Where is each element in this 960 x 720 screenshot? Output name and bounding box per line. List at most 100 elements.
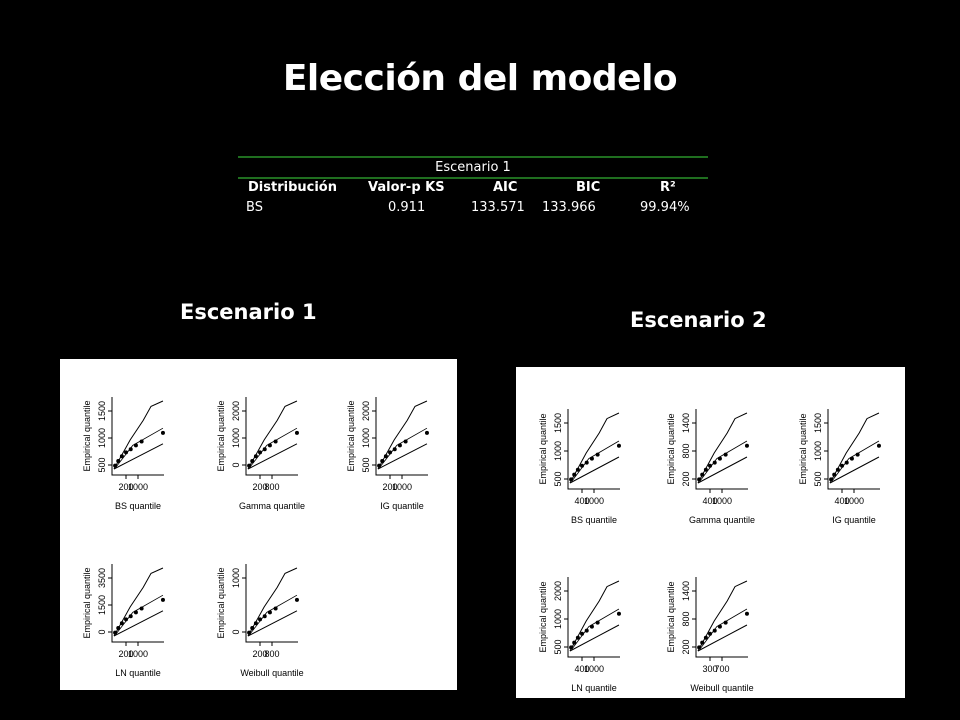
scenario1-qq-point-2-6 [403, 439, 408, 444]
scenario1-ytick-label-3-2: 3500 [97, 568, 107, 588]
scenario2-upper-band-0 [569, 412, 620, 484]
scenario1-qq-point-0-2 [119, 454, 124, 459]
scenario2-lower-band-1 [697, 456, 748, 484]
scenario1-xtick-label-3-1: 1000 [128, 649, 148, 659]
scenario2-lower-band-2 [829, 456, 880, 484]
scenario2-qq-point-1-5 [717, 456, 722, 461]
scenario1-qq-point-0-6 [139, 439, 144, 444]
scenario1-qq-point-1-7 [294, 430, 299, 435]
scenario2-qq-point-4-4 [712, 628, 717, 633]
scenario2-ytick-label-3-0: 500 [553, 639, 563, 654]
scenario2-xlabel-1: Gamma quantile [689, 515, 755, 525]
scenario1-upper-band-1 [247, 400, 298, 470]
scenario2-xlabel-0: BS quantile [571, 515, 617, 525]
scenario1-qq-point-4-3 [258, 617, 263, 622]
scenario2-plot-axes-2 [827, 409, 880, 490]
scenario1-qq-point-4-1 [250, 625, 255, 630]
scenario2-ylabel-1: Empirical quantile [666, 413, 676, 484]
scenario1-qq-point-0-3 [124, 450, 129, 455]
scenario2-qq-point-2-6 [855, 452, 860, 457]
scenario1-upper-band-3 [113, 567, 164, 637]
scenario1-xtick-label-4-1: 800 [264, 649, 279, 659]
scenario2-qq-point-1-1 [700, 472, 705, 477]
scenario2-qq-point-0-5 [589, 456, 594, 461]
scenario1-ylabel-1: Empirical quantile [216, 400, 226, 471]
scenario2-qq-point-1-7 [744, 443, 749, 448]
scenario2-qq-point-3-2 [575, 635, 580, 640]
scenario1-qq-point-4-6 [273, 606, 278, 611]
scenario1-xtick-label-4-0: 200 [252, 649, 267, 659]
scenario1-qq-point-3-0 [113, 630, 118, 635]
scenario1-qq-point-0-1 [116, 458, 121, 463]
scenario1-mid-line-4 [249, 594, 298, 635]
scenario1-ytick-label-0-0: 500 [97, 457, 107, 472]
scenario2-qq-point-4-3 [708, 631, 713, 636]
scenario1-qq-point-4-7 [294, 597, 299, 602]
scenario1-qq-point-4-4 [262, 614, 267, 619]
scenario2-xlabel-2: IG quantile [832, 515, 876, 525]
col-header-pvalue: Valor-p KS [368, 180, 445, 195]
scenario1-qq-point-2-2 [383, 454, 388, 459]
scenario1-ytick-label-2-1: 1000 [361, 428, 371, 448]
col-header-distribution: Distribución [248, 180, 337, 195]
scenario2-qq-point-0-3 [580, 463, 585, 468]
scenario2-xtick-label-0-0: 400 [574, 496, 589, 506]
scenario2-mid-line-4 [699, 608, 748, 650]
scenario1-ytick-label-2-2: 2000 [361, 401, 371, 421]
scenario1-qq-point-0-7 [160, 430, 165, 435]
scenario2-xtick-label-2-0: 400 [834, 496, 849, 506]
scenario2-ytick-label-0-0: 500 [553, 471, 563, 486]
scenario1-ytick-label-0-1: 1000 [97, 428, 107, 448]
scenario1-qq-point-3-7 [160, 597, 165, 602]
scenario1-mid-line-2 [379, 427, 428, 468]
scenario2-label: Escenario 2 [630, 308, 767, 332]
scenario2-ytick-label-4-1: 800 [681, 611, 691, 626]
table-mid-rule [238, 177, 708, 179]
scenario2-qq-point-4-5 [717, 624, 722, 629]
scenario2-lower-band-4 [697, 624, 748, 652]
scenario2-upper-band-2 [829, 412, 880, 484]
scenario1-qq-point-3-6 [139, 606, 144, 611]
scenario1-ylabel-4: Empirical quantile [216, 567, 226, 638]
table-cell-distribution: BS [246, 200, 263, 215]
scenario2-plot-axes-3 [567, 577, 620, 658]
scenario1-qq-point-1-6 [273, 439, 278, 444]
scenario1-xtick-label-1-0: 200 [252, 482, 267, 492]
scenario2-xtick-label-0-1: 1000 [584, 496, 604, 506]
scenario1-xtick-label-0-1: 1000 [128, 482, 148, 492]
scenario2-ylabel-2: Empirical quantile [798, 413, 808, 484]
scenario1-qq-point-1-5 [267, 443, 272, 448]
scenario2-qq-point-2-2 [835, 467, 840, 472]
scenario2-qq-point-1-0 [697, 477, 702, 482]
scenario2-mid-line-1 [699, 440, 748, 482]
scenario2-xtick-label-4-1: 700 [714, 664, 729, 674]
table-cell-aic: 133.571 [471, 200, 525, 215]
table-cell-bic: 133.966 [542, 200, 596, 215]
scenario1-ytick-label-2-0: 500 [361, 457, 371, 472]
scenario1-lower-band-4 [247, 610, 298, 637]
scenario2-mid-line-0 [571, 440, 620, 482]
scenario2-qq-point-1-6 [723, 452, 728, 457]
col-header-aic: AIC [493, 180, 518, 195]
scenario2-qq-point-2-4 [844, 460, 849, 465]
scenario2-qq-point-3-0 [569, 645, 574, 650]
scenario1-xtick-label-2-0: 200 [382, 482, 397, 492]
scenario2-qq-point-0-4 [584, 460, 589, 465]
slide-title: Elección del modelo [282, 58, 678, 99]
scenario1-qq-point-4-0 [247, 630, 252, 635]
scenario1-xtick-label-2-1: 1000 [392, 482, 412, 492]
scenario1-qq-point-0-4 [128, 447, 133, 452]
scenario2-ytick-label-4-0: 200 [681, 639, 691, 654]
scenario2-lower-band-0 [569, 456, 620, 484]
scenario1-qq-point-2-0 [377, 463, 382, 468]
table-top-rule [238, 156, 708, 158]
scenario2-ylabel-0: Empirical quantile [538, 413, 548, 484]
scenario2-upper-band-3 [569, 580, 620, 652]
scenario2-upper-band-4 [697, 580, 748, 652]
scenario2-qq-point-1-4 [712, 460, 717, 465]
